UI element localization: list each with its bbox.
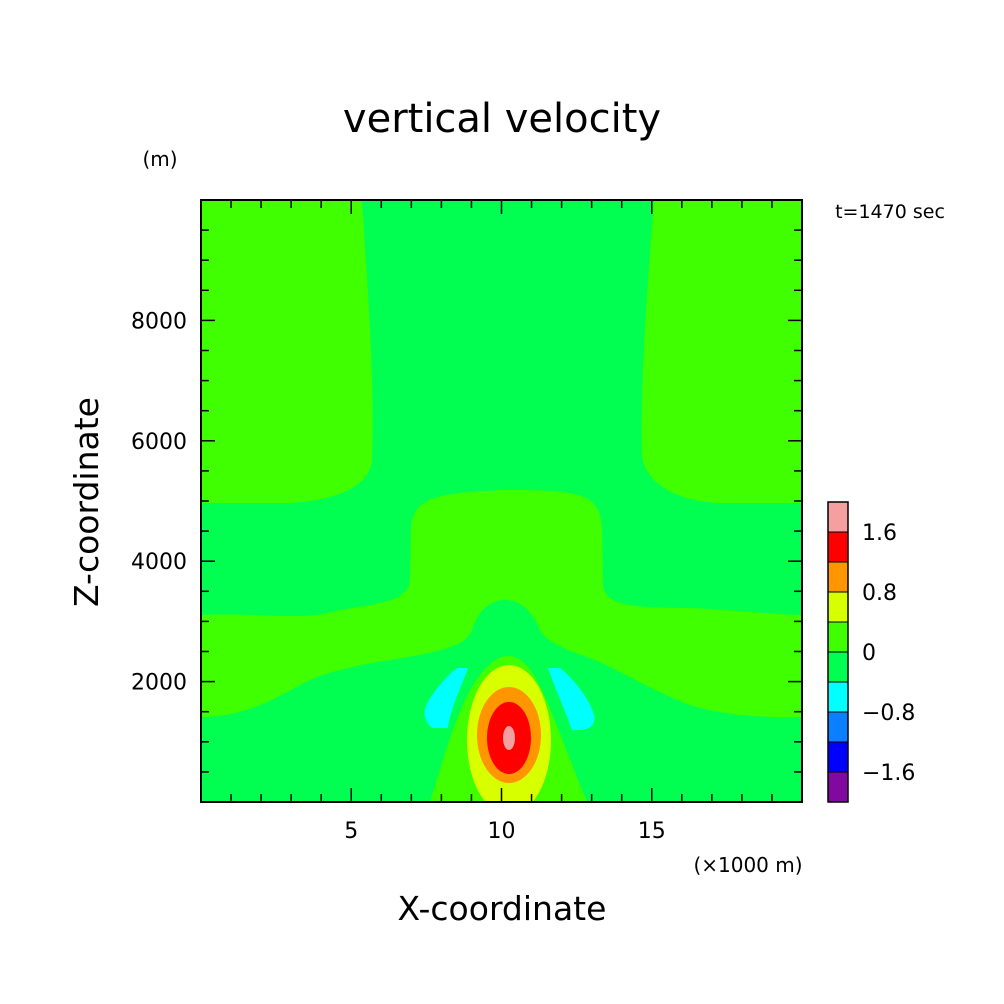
colorbar-segment — [827, 531, 849, 563]
x-axis-title: X-coordinate — [398, 889, 607, 928]
colorbar-tick-label: 1.6 — [862, 521, 897, 546]
contour-weak-positive-middle — [201, 490, 802, 718]
x-tick-label: 5 — [344, 819, 358, 844]
contour-field — [201, 200, 802, 802]
contour-level-1.6 — [503, 726, 515, 750]
colorbar-segment — [827, 561, 849, 593]
colorbar-tick-label: −1.6 — [862, 761, 915, 786]
colorbar-segment — [827, 681, 849, 713]
colorbar-segment — [827, 501, 849, 533]
colorbar-tick-label: 0 — [862, 641, 876, 666]
colorbar-tick-label: 0.8 — [862, 581, 897, 606]
contour-negative-left — [424, 668, 468, 728]
time-label: t=1470 sec — [835, 201, 945, 223]
colorbar-segment — [827, 651, 849, 683]
contour-weak-positive-upper-right — [641, 200, 802, 503]
colorbar-segment — [827, 711, 849, 743]
y-unit-label: (m) — [142, 147, 177, 171]
colorbar-segment — [827, 621, 849, 653]
contour-weak-positive-upper-left — [201, 200, 373, 503]
y-tick-label: 6000 — [131, 430, 187, 455]
x-tick-label: 10 — [488, 819, 516, 844]
colorbar-segment — [827, 771, 849, 803]
y-tick-label: 2000 — [131, 671, 187, 696]
plot-axes: 5 10 15 2000 4000 6000 8000 — [131, 199, 803, 844]
colorbar-segment — [827, 741, 849, 773]
y-tick-label: 8000 — [131, 309, 187, 334]
y-axis-title: Z-coordinate — [67, 397, 106, 607]
colorbar-tick-label: −0.8 — [862, 701, 915, 726]
y-tick-label: 4000 — [131, 550, 187, 575]
colorbar: 1.6 0.8 0 −0.8 −1.6 — [827, 501, 915, 803]
chart-title: vertical velocity — [343, 96, 661, 142]
contour-negative-right — [548, 668, 595, 730]
x-unit-label: (×1000 m) — [693, 853, 802, 877]
colorbar-segment — [827, 591, 849, 623]
colorbar-frame — [827, 501, 849, 803]
x-tick-label: 15 — [638, 819, 666, 844]
